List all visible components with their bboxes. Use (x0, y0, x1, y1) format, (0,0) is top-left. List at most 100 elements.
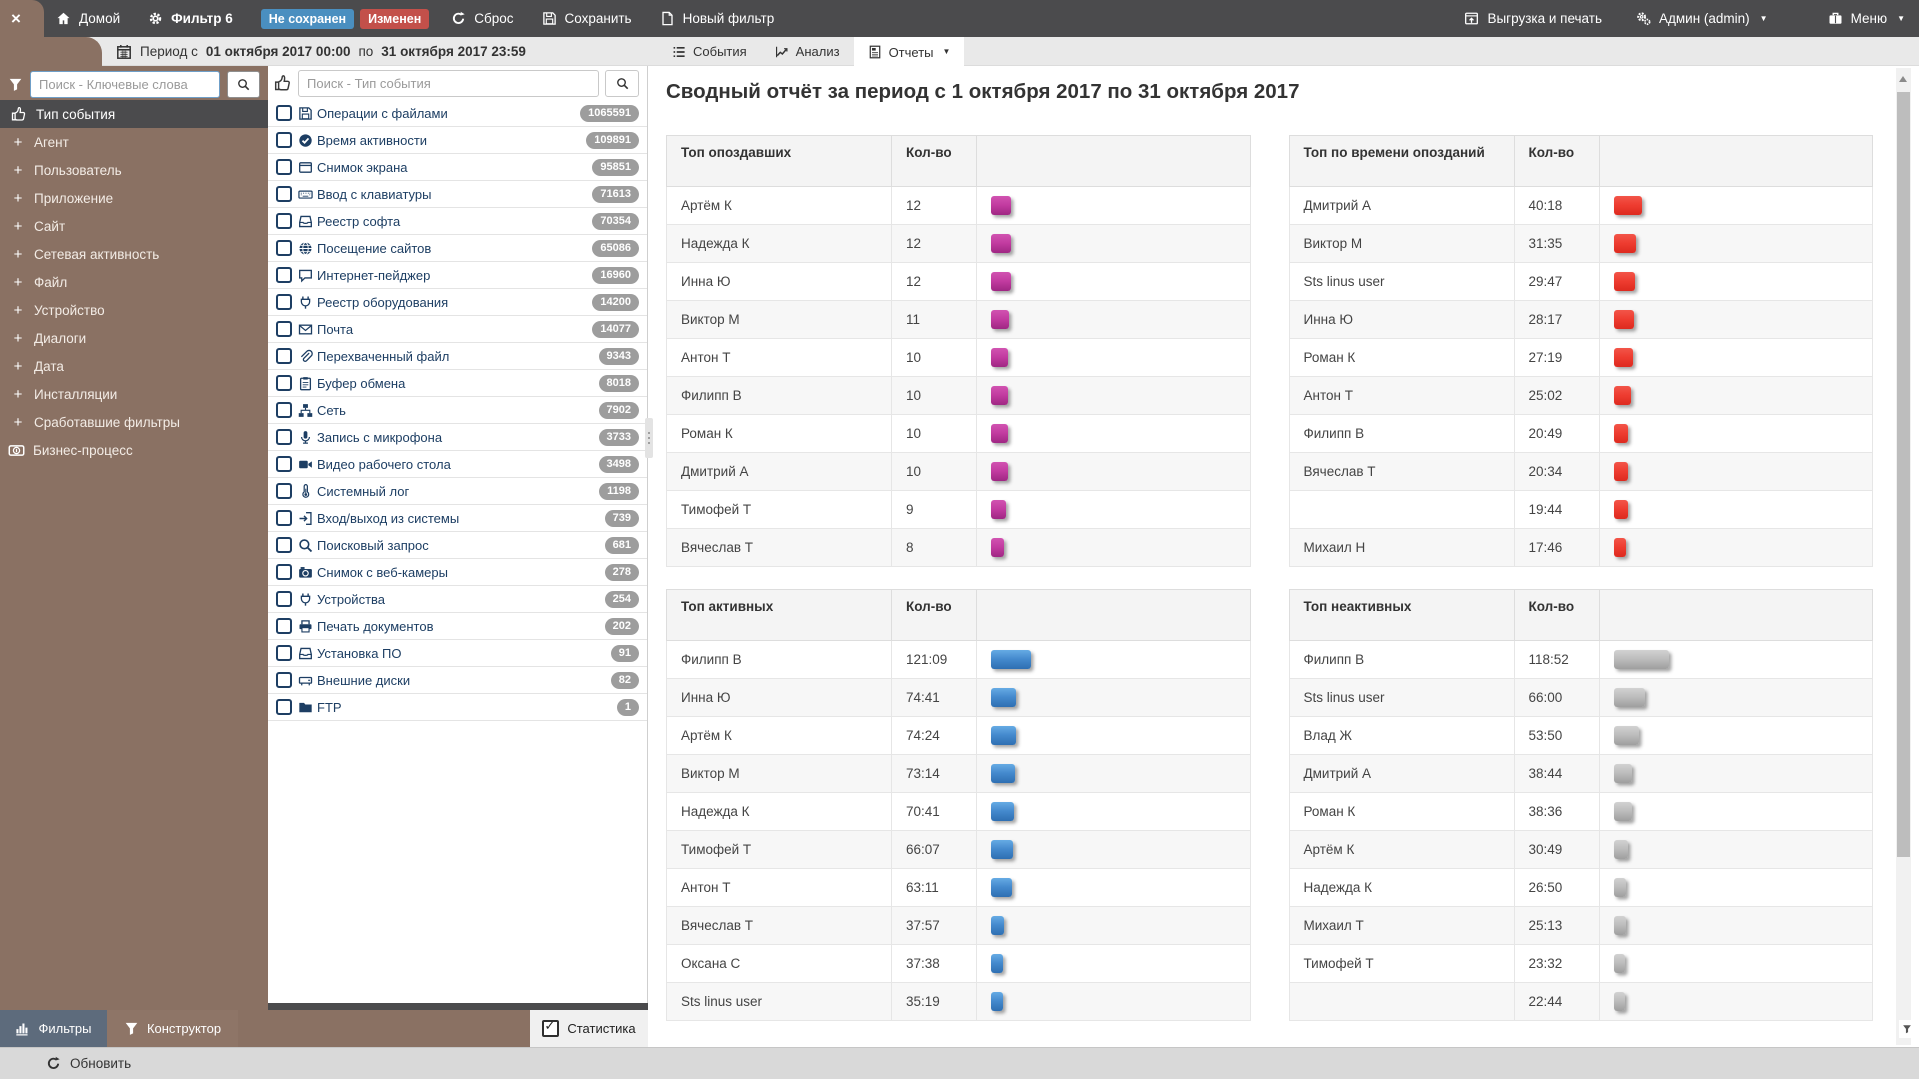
keyword-search-button[interactable] (227, 70, 260, 98)
value-bar (991, 992, 1003, 1011)
statistics-toggle[interactable]: ✓ Статистика (530, 1010, 648, 1047)
event-type-row[interactable]: Сеть 7902 (268, 397, 647, 424)
event-type-checkbox[interactable] (276, 645, 292, 661)
sidebar-item[interactable]: + Инсталляции (0, 380, 268, 408)
save-button[interactable]: Сохранить (542, 11, 632, 26)
event-type-checkbox[interactable] (276, 267, 292, 283)
sidebar-item[interactable]: + Сработавшие фильтры (0, 408, 268, 436)
report-table: Топ неактивных Кол-во Филипп В 118:52 Sts li… (1288, 589, 1873, 1021)
tab-filters[interactable]: Фильтры (0, 1010, 107, 1047)
event-type-row[interactable]: Время активности 109891 (268, 127, 647, 154)
event-type-search-input[interactable] (298, 69, 599, 97)
sidebar-item[interactable]: + Приложение (0, 184, 268, 212)
export-print-button[interactable]: Выгрузка и печать (1464, 11, 1602, 26)
statistics-checkbox[interactable]: ✓ (542, 1018, 560, 1037)
event-type-row[interactable]: Печать документов 202 (268, 613, 647, 640)
event-type-row[interactable]: Снимок с веб-камеры 278 (268, 559, 647, 586)
scrollbar-thumb[interactable] (1897, 92, 1910, 857)
event-type-checkbox[interactable] (276, 672, 292, 688)
tab-analysis[interactable]: Анализ (761, 37, 854, 66)
event-type-row[interactable]: Внешние диски 82 (268, 667, 647, 694)
close-icon[interactable]: × (11, 8, 21, 28)
event-type-checkbox[interactable] (276, 213, 292, 229)
admin-menu-button[interactable]: Админ (admin) ▼ (1636, 11, 1768, 26)
sidebar-item[interactable]: + Агент (0, 128, 268, 156)
tab-events[interactable]: События (658, 37, 761, 66)
sidebar-item[interactable]: + Файл (0, 268, 268, 296)
close-panel-tab[interactable]: × (0, 0, 44, 37)
sidebar-item[interactable]: + Сайт (0, 212, 268, 240)
event-type-row[interactable]: Буфер обмена 8018 (268, 370, 647, 397)
expand-plus-icon: + (13, 385, 23, 403)
event-type-row[interactable]: Реестр оборудования 14200 (268, 289, 647, 316)
event-type-checkbox[interactable] (276, 456, 292, 472)
event-type-checkbox[interactable] (276, 537, 292, 553)
event-type-checkbox[interactable] (276, 402, 292, 418)
scroll-up-arrow-icon[interactable] (1899, 76, 1907, 82)
event-type-checkbox[interactable] (276, 591, 292, 607)
sidebar-item[interactable]: + Устройство (0, 296, 268, 324)
main-menu-button[interactable]: Меню ▼ (1828, 11, 1905, 26)
refresh-button[interactable]: Обновить (46, 1056, 131, 1071)
sidebar-item[interactable]: + Пользователь (0, 156, 268, 184)
event-type-row[interactable]: Посещение сайтов 65086 (268, 235, 647, 262)
event-type-row[interactable]: Интернет-пейджер 16960 (268, 262, 647, 289)
event-type-checkbox[interactable] (276, 483, 292, 499)
main-scrollbar[interactable] (1896, 68, 1911, 1045)
event-type-row[interactable]: Операции с файлами 1065591 (268, 100, 647, 127)
home-button[interactable]: Домой (56, 11, 120, 26)
tab-reports[interactable]: Отчеты ▼ (853, 37, 965, 67)
event-type-checkbox[interactable] (276, 564, 292, 580)
event-type-row[interactable]: Установка ПО 91 (268, 640, 647, 667)
event-type-row[interactable]: Видео рабочего стола 3498 (268, 451, 647, 478)
value-bar (991, 802, 1014, 821)
sidebar-item[interactable]: + Диалоги (0, 324, 268, 352)
hand-pointer-icon (11, 106, 27, 122)
expand-plus-icon: + (13, 301, 23, 319)
event-type-row[interactable]: Запись с микрофона 3733 (268, 424, 647, 451)
row-bar-cell (1598, 528, 1873, 567)
sidebar-item[interactable]: + Дата (0, 352, 268, 380)
event-type-row[interactable]: Устройства 254 (268, 586, 647, 613)
row-bar-cell (976, 414, 1251, 453)
event-type-checkbox[interactable] (276, 321, 292, 337)
value-bar (991, 424, 1008, 443)
event-type-row[interactable]: Перехваченный файл 9343 (268, 343, 647, 370)
row-bar-cell (976, 262, 1251, 301)
sidebar-item-event-type[interactable]: Тип события (0, 100, 268, 128)
panel-resize-handle[interactable] (645, 418, 653, 458)
filter-button[interactable]: Фильтр 6 (148, 11, 233, 26)
event-type-checkbox[interactable] (276, 186, 292, 202)
sidebar-item-business-process[interactable]: Бизнес-процесс (0, 436, 268, 464)
corner-filter-button[interactable] (1899, 1020, 1915, 1038)
new-filter-button[interactable]: Новый фильтр (660, 11, 774, 26)
row-bar-cell (976, 300, 1251, 339)
event-type-checkbox[interactable] (276, 132, 292, 148)
event-type-checkbox[interactable] (276, 159, 292, 175)
event-type-checkbox[interactable] (276, 240, 292, 256)
period-selector[interactable]: Период с 01 октября 2017 00:00 по 31 окт… (116, 37, 526, 66)
tab-constructor[interactable]: Конструктор (107, 1010, 238, 1047)
event-type-checkbox[interactable] (276, 699, 292, 715)
event-type-checkbox[interactable] (276, 429, 292, 445)
sidebar-item[interactable]: + Сетевая активность (0, 240, 268, 268)
reset-button[interactable]: Сброс (451, 11, 514, 26)
keyword-search-input[interactable] (30, 70, 220, 98)
tab-reports-label: Отчеты (888, 44, 934, 60)
event-type-row[interactable]: FTP 1 (268, 694, 647, 721)
event-type-checkbox[interactable] (276, 510, 292, 526)
event-type-row[interactable]: Снимок экрана 95851 (268, 154, 647, 181)
event-type-checkbox[interactable] (276, 105, 292, 121)
value-bar (991, 764, 1015, 783)
event-type-checkbox[interactable] (276, 294, 292, 310)
event-type-row[interactable]: Вход/выход из системы 739 (268, 505, 647, 532)
event-type-checkbox[interactable] (276, 348, 292, 364)
event-type-checkbox[interactable] (276, 375, 292, 391)
event-type-row[interactable]: Реестр софта 70354 (268, 208, 647, 235)
event-type-row[interactable]: Системный лог 1198 (268, 478, 647, 505)
event-type-row[interactable]: Ввод с клавиатуры 71613 (268, 181, 647, 208)
event-type-row[interactable]: Поисковый запрос 681 (268, 532, 647, 559)
event-type-search-button[interactable] (605, 69, 639, 97)
event-type-checkbox[interactable] (276, 618, 292, 634)
event-type-row[interactable]: Почта 14077 (268, 316, 647, 343)
